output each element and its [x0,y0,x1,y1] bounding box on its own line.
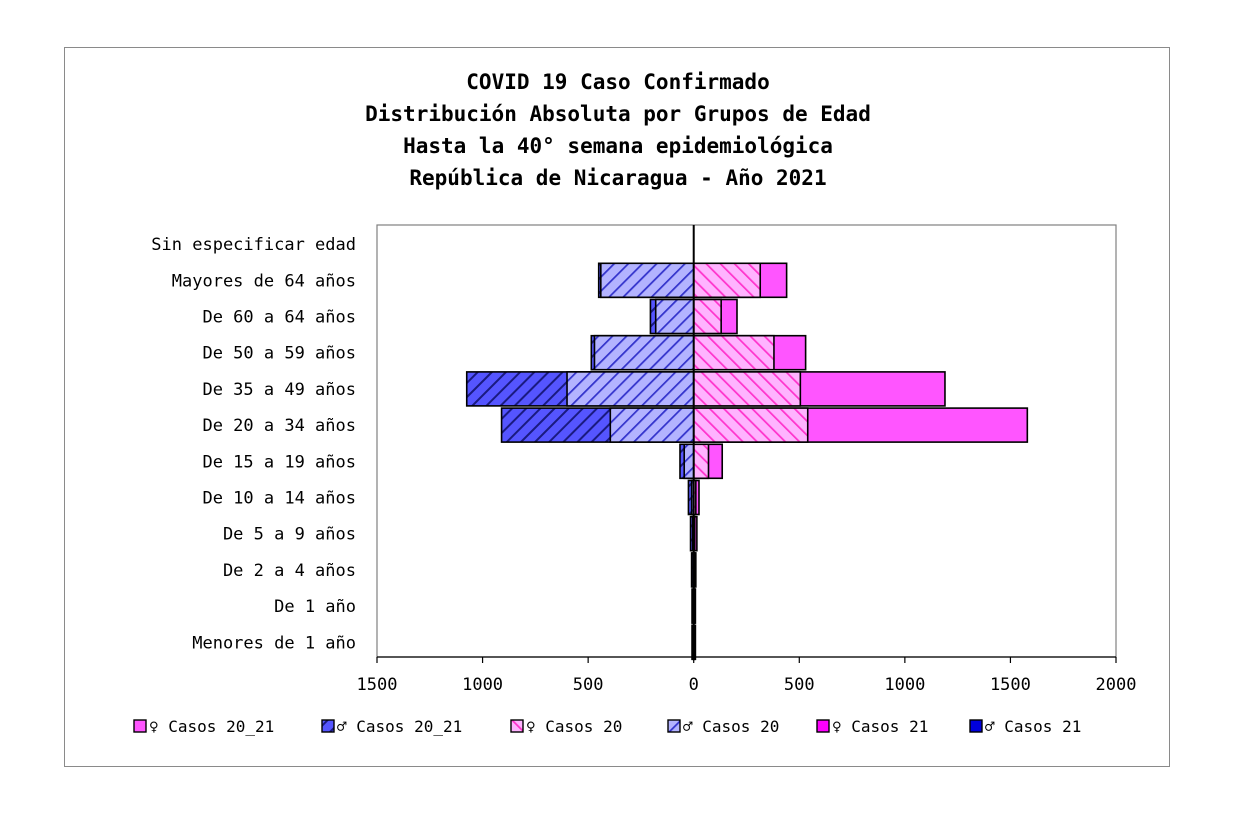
category-label: De 35 a 49 años [202,380,356,400]
x-tick-label: 2000 [1096,675,1137,695]
category-label: De 10 a 14 años [202,489,356,509]
x-tick-label: 1500 [357,675,398,695]
legend-swatch [816,719,830,733]
x-tick-label: 500 [573,675,604,695]
legend-label: ♀ Casos 20 [526,717,622,736]
legend-label: ♀ Casos 20_21 [149,717,274,736]
legend-label: ♂ Casos 21 [985,717,1081,736]
x-tick-label: 500 [784,675,815,695]
legend-swatch [510,719,524,733]
title-line-2: Distribución Absoluta por Grupos de Edad [365,102,871,126]
bar-female-casos-20 [692,371,802,407]
bar-female-casos-20 [692,262,762,299]
bar-male-casos-20 [566,371,695,407]
legend: ♀ Casos 20_21 ♂ Casos 20_21 ♀ Casos 20 ♂ Ca… [133,717,1081,736]
title-line-3: Hasta la 40° semana epidemiológica [403,134,833,158]
bar-male-casos-20 [609,407,695,443]
category-label: De 2 a 4 años [223,561,356,581]
x-tick-label: 1000 [462,675,503,695]
legend-swatch [969,719,983,733]
title-line-4: República de Nicaragua - Año 2021 [409,166,826,190]
bar-male-casos-20 [654,298,695,335]
category-label: De 5 a 9 años [223,525,356,545]
bar-female-casos-20 [692,298,722,335]
category-label: De 60 a 64 años [202,308,356,328]
bar-male-casos-20 [600,262,695,299]
category-label: De 20 a 34 años [202,416,356,436]
category-labels: Sin especificar edad Mayores de 64 años De… [151,235,356,653]
legend-swatch [133,719,147,733]
x-tick-label: 0 [689,675,699,695]
category-label: Menores de 1 año [192,633,356,653]
bar-female-casos-20 [692,443,710,480]
pyramid-chart: COVID 19 Caso Confirmado Distribución Ab… [133,70,1137,736]
legend-swatch [667,719,681,733]
category-label: De 1 año [274,597,356,617]
bar-male-casos-20 [683,443,695,480]
legend-label: ♂ Casos 20_21 [337,717,462,736]
category-label: De 50 a 59 años [202,344,356,364]
x-tick-label: 1500 [990,675,1031,695]
category-label: De 15 a 19 años [202,452,356,472]
x-axis-ticks: 1500 1000 500 0 500 1000 1500 2000 [357,657,1137,695]
bar-female-casos-20 [692,334,775,371]
legend-swatch [321,719,335,733]
bar-female-casos-20 [692,407,809,443]
title-line-1: COVID 19 Caso Confirmado [466,70,769,94]
category-label: Sin especificar edad [151,235,356,255]
chart-frame: COVID 19 Caso Confirmado Distribución Ab… [64,47,1170,767]
legend-label: ♂ Casos 20 [683,717,779,736]
legend-label: ♀ Casos 21 [832,717,928,736]
bar-male-casos-20 [593,334,695,371]
x-tick-label: 1000 [884,675,925,695]
bars-group [465,262,1029,661]
chart-title: COVID 19 Caso Confirmado Distribución Ab… [365,70,871,190]
category-label: Mayores de 64 años [172,271,356,291]
